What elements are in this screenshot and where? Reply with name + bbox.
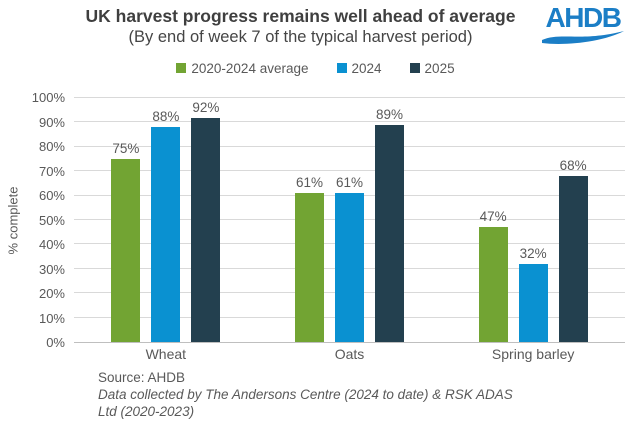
source-text: Source: AHDB <box>98 370 186 385</box>
bar: 92% <box>191 100 221 342</box>
x-category-label: Wheat <box>145 346 187 362</box>
legend-label: 2024 <box>351 60 382 76</box>
bar-group-wheat: 75% 88% 92% <box>74 98 258 342</box>
value-label: 47% <box>479 209 507 225</box>
x-axis: Wheat Oats Spring barley <box>74 346 625 362</box>
y-tick-label: 0% <box>46 335 65 350</box>
bar-groups: 75% 88% 92% 61% 61% 89% 47% 32% 68% <box>74 98 625 342</box>
y-tick-label: 70% <box>38 163 65 179</box>
legend-item: 2025 <box>409 60 455 76</box>
value-label: 92% <box>192 99 220 115</box>
y-tick-label: 20% <box>38 286 65 301</box>
gridline <box>74 170 625 172</box>
y-tick-label: 10% <box>38 310 65 326</box>
gridline <box>74 145 625 147</box>
legend-swatch-icon <box>176 63 187 73</box>
x-category-label: Oats <box>334 346 365 362</box>
y-axis: 0% 10% 20% 30% 40% 50% 60% 70% 80% 90% 100% <box>26 90 74 350</box>
bar: 75% <box>111 141 141 342</box>
note-line: Data collected by The Andersons Centre (… <box>98 387 513 402</box>
bar: 68% <box>558 158 588 342</box>
legend-label: 2020-2024 average <box>191 60 309 76</box>
ahdb-logo: AHDB <box>541 2 625 45</box>
bar: 89% <box>375 107 404 342</box>
value-label: 32% <box>519 245 547 261</box>
x-category-label: Spring barley <box>491 346 575 362</box>
y-tick-label: 40% <box>38 237 65 252</box>
ahdb-logo-text: AHDB <box>545 2 622 33</box>
y-tick-label: 80% <box>38 139 65 154</box>
bar: 88% <box>151 109 181 342</box>
gridline <box>74 121 625 123</box>
y-tick-label: 60% <box>38 188 65 203</box>
y-tick-label: 50% <box>38 212 65 228</box>
chart-subtitle: (By end of week 7 of the typical harvest… <box>128 28 473 46</box>
legend-item: 2020-2024 average <box>176 60 309 76</box>
bar: 61% <box>295 175 324 342</box>
bar: 32% <box>518 246 548 342</box>
y-tick-label: 90% <box>38 114 65 130</box>
y-axis-title-text: % complete <box>5 186 21 255</box>
value-label: 75% <box>112 141 140 156</box>
bar-chart: % complete 0% 10% 20% 30% 40% 50% 60% 70% 80% 90%… <box>0 90 631 350</box>
value-label: 88% <box>152 109 180 125</box>
y-axis-title: % complete <box>0 98 26 343</box>
value-label: 61% <box>335 175 364 191</box>
legend-swatch-icon <box>409 63 420 73</box>
chart-footer: Source: AHDB Data collected by The Ander… <box>98 369 631 420</box>
chart-legend: 2020-2024 average 2024 2025 <box>0 60 631 76</box>
y-tick-label: 100% <box>31 90 65 105</box>
plot-area: 75% 88% 92% 61% 61% 89% 47% 32% 68% <box>74 97 625 343</box>
legend-swatch-icon <box>336 63 347 73</box>
ahdb-logo-wave-icon <box>542 31 624 44</box>
bar: 47% <box>478 209 508 342</box>
value-label: 61% <box>295 175 324 191</box>
legend-item: 2024 <box>336 60 382 76</box>
value-label: 89% <box>375 106 404 122</box>
note-line: Ltd (2020-2023) <box>98 404 195 419</box>
bar-group-oats: 61% 61% 89% <box>258 98 442 342</box>
y-tick-label: 30% <box>38 261 65 277</box>
chart-title: UK harvest progress remains well ahead o… <box>85 6 516 26</box>
bar-group-spring-barley: 47% 32% 68% <box>441 98 625 342</box>
gridline <box>74 97 625 98</box>
data-collection-note: Data collected by The Andersons Centre (… <box>98 386 631 420</box>
legend-label: 2025 <box>424 60 455 76</box>
bar: 61% <box>335 175 364 342</box>
value-label: 68% <box>559 158 587 174</box>
chart-header: UK harvest progress remains well ahead o… <box>0 0 631 48</box>
